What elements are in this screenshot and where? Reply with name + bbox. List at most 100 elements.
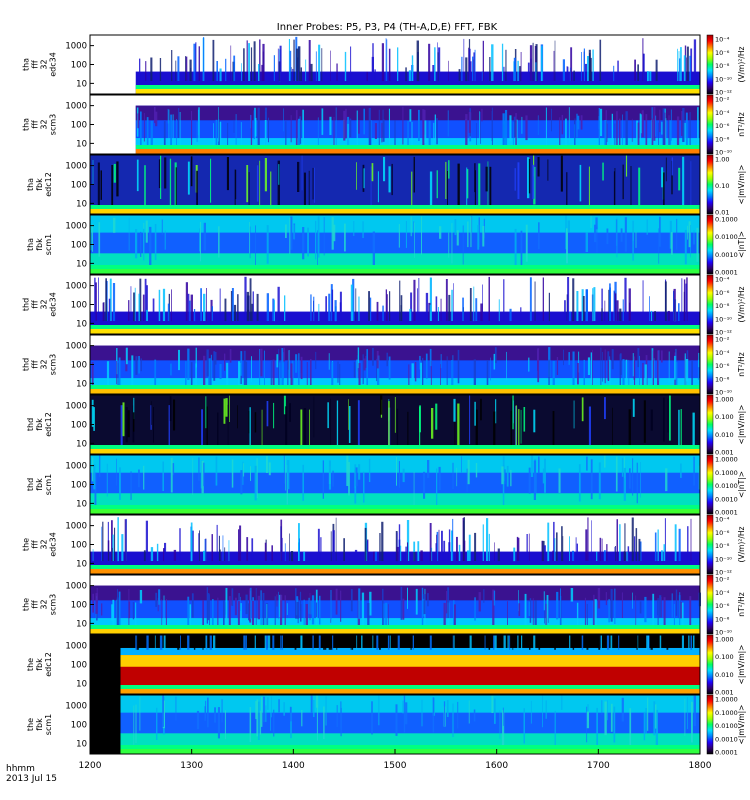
spectrogram-streak	[668, 351, 670, 383]
spectrogram-streak	[243, 463, 245, 477]
colorbar-tick-label: 10⁻⁶	[715, 49, 730, 57]
spectrogram-streak	[608, 360, 610, 381]
spectrogram-streak	[604, 300, 606, 321]
spectrogram-streak	[643, 400, 646, 443]
spectrogram-streak	[452, 703, 454, 737]
y-tick-label: 100	[71, 61, 87, 71]
spectrogram-streak	[652, 350, 654, 396]
spectrogram-streak	[594, 224, 597, 243]
spectrogram-streak	[270, 712, 271, 731]
spectrogram-streak	[417, 541, 420, 561]
spectrogram-streak	[518, 590, 519, 612]
panel-label-line: tha	[26, 178, 35, 191]
spectrogram-streak	[143, 550, 146, 562]
spectrogram-streak	[454, 604, 456, 637]
spectrogram-streak	[534, 600, 537, 647]
spectrogram-streak	[321, 108, 324, 135]
spectrogram-streak	[644, 596, 647, 623]
colorbar-tick-label: 0.100	[715, 413, 734, 421]
spectrogram-streak	[382, 305, 384, 321]
spectrogram-streak	[504, 469, 506, 484]
colorbar-label: (V/m)²/Hz	[737, 526, 746, 562]
spectrogram-streak	[92, 160, 94, 184]
spectrogram-streak	[671, 160, 673, 195]
spectrogram-band	[90, 253, 700, 266]
spectrogram-streak	[282, 537, 283, 561]
spectrogram-streak	[135, 229, 138, 259]
spectrogram-streak	[408, 364, 410, 392]
spectrogram-streak	[473, 52, 476, 82]
spectrogram-streak	[561, 114, 564, 135]
spectrogram-streak	[456, 230, 459, 246]
spectrogram-streak	[440, 298, 442, 321]
spectrogram-streak	[316, 602, 318, 618]
spectrogram-streak	[190, 522, 193, 562]
spectrogram-streak	[112, 534, 114, 561]
spectrogram-streak	[203, 293, 206, 321]
spectrogram-streak	[651, 118, 654, 146]
spectrogram-streak	[606, 544, 608, 561]
spectrogram-streak	[402, 106, 404, 145]
spectrogram-streak	[634, 536, 636, 561]
spectrogram-streak	[303, 551, 306, 561]
spectrogram-streak	[613, 65, 615, 82]
spectrogram-streak	[154, 107, 156, 124]
spectrogram-streak	[95, 282, 97, 321]
spectrogram-streak	[353, 361, 356, 378]
spectrogram-streak	[686, 57, 687, 82]
colorbar-label: <|nT|>	[737, 231, 746, 258]
spectrogram-streak	[552, 411, 555, 459]
spectrogram-streak	[306, 362, 308, 406]
spectrogram-streak	[210, 354, 212, 395]
spectrogram-streak	[475, 409, 478, 457]
spectrogram-streak	[170, 457, 173, 493]
spectrogram-streak	[552, 361, 555, 390]
spectrogram-streak	[285, 456, 286, 491]
spectrogram-streak	[336, 63, 338, 81]
spectrogram-streak	[261, 409, 263, 453]
panel-label-line: tha	[22, 118, 31, 131]
spectrogram-panel: 101001000thefff32scm310⁻²10⁻⁴10⁻⁶10⁻⁸10⁻…	[22, 574, 746, 650]
spectrogram-streak	[669, 120, 672, 145]
spectrogram-streak	[507, 635, 509, 650]
spectrogram-streak	[256, 165, 259, 202]
spectrogram-streak	[664, 518, 666, 561]
spectrogram-streak	[388, 166, 391, 193]
panel-label-line: 32	[40, 119, 49, 129]
spectrogram-streak	[144, 165, 146, 214]
spectrogram-streak	[457, 403, 460, 455]
spectrogram-streak	[573, 400, 575, 429]
spectrogram-streak	[185, 361, 187, 409]
spectrogram-streak	[255, 588, 257, 632]
spectrogram-streak	[642, 280, 644, 321]
spectrogram-streak	[590, 352, 592, 384]
spectrogram-streak	[614, 123, 616, 158]
spectrogram-streak	[386, 39, 388, 81]
spectrogram-streak	[339, 291, 342, 322]
spectrogram-streak	[623, 551, 626, 561]
spectrogram-streak	[139, 278, 142, 322]
spectrogram-streak	[463, 540, 466, 561]
spectrogram-streak	[290, 363, 293, 392]
spectrogram-streak	[252, 291, 254, 321]
spectrogram-streak	[146, 117, 149, 158]
spectrogram-streak	[235, 114, 237, 145]
y-tick-label: 1000	[65, 402, 87, 412]
colorbar-tick-label: 10⁻¹⁰	[715, 315, 732, 323]
spectrogram-streak	[267, 697, 269, 710]
spectrogram-streak	[473, 709, 476, 722]
spectrogram-streak	[140, 231, 142, 257]
colorbar-tick-label: 0.0001	[715, 509, 738, 517]
spectrogram-band	[90, 472, 700, 494]
spectrogram-streak	[606, 123, 608, 142]
panel-label-line: edc12	[44, 172, 53, 197]
spectrogram-streak	[226, 157, 229, 191]
spectrogram-streak	[690, 635, 692, 650]
spectrogram-streak	[468, 47, 469, 81]
no-data-region	[90, 635, 121, 694]
spectrogram-streak	[371, 701, 373, 735]
spectrogram-streak	[150, 120, 153, 159]
x-tick-label: 1500	[384, 761, 407, 771]
spectrogram-streak	[287, 361, 289, 400]
